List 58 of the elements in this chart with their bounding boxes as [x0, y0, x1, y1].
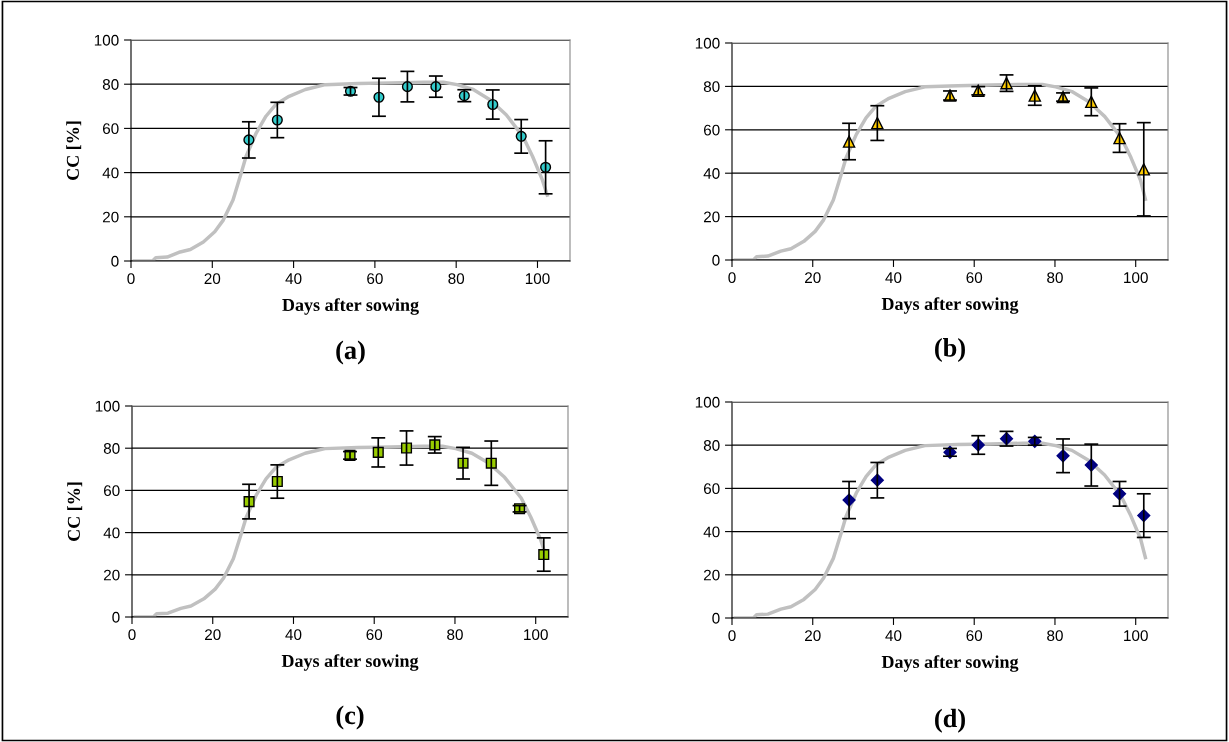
y-tick-label: 20 [703, 211, 720, 223]
y-tick-label: 60 [703, 483, 720, 495]
y-tick-label: 100 [695, 396, 720, 408]
text: (a) [336, 340, 365, 365]
x-axis-title: Days after sowing [881, 297, 1019, 314]
y-tick-label: 80 [102, 79, 119, 90]
x-tick-label: 0 [728, 630, 736, 642]
x-tick-label: 60 [966, 630, 983, 642]
y-tick-label: 60 [102, 123, 119, 135]
x-tick-label: 40 [285, 273, 302, 285]
x-tick-label: 20 [805, 272, 821, 284]
x-tick-label: 80 [1047, 630, 1063, 642]
y-axis-title: CC [%] [67, 482, 83, 541]
x-tick-label: 20 [205, 629, 221, 641]
text: (c) [336, 705, 364, 730]
y-tick-label: 80 [103, 443, 120, 454]
y-tick-label: 0 [712, 612, 720, 624]
x-tick-label: 40 [885, 272, 902, 284]
x-tick-label: 100 [1124, 272, 1148, 284]
x-tick-label: 100 [524, 629, 548, 641]
y-tick-label: 100 [94, 34, 119, 46]
y-tick-label: 20 [103, 569, 120, 581]
y-tick-label: 60 [103, 485, 120, 497]
x-tick-label: 20 [805, 630, 821, 642]
y-tick-label: 20 [703, 569, 720, 581]
x-tick-label: 40 [285, 629, 302, 641]
text: (d) [935, 708, 965, 733]
x-tick-label: 80 [448, 273, 465, 285]
x-axis-title: Days after sowing [881, 655, 1019, 672]
text: (b) [935, 338, 965, 363]
y-tick-label: 80 [703, 440, 720, 451]
y-tick-label: 80 [703, 81, 720, 93]
x-tick-label: 20 [204, 273, 221, 285]
x-tick-label: 80 [1047, 272, 1063, 284]
x-tick-label: 40 [885, 630, 902, 642]
x-tick-label: 60 [366, 629, 383, 641]
y-tick-label: 0 [112, 611, 120, 623]
y-tick-label: 40 [703, 168, 720, 179]
y-tick-label: 100 [695, 37, 720, 49]
y-tick-label: 40 [703, 526, 720, 538]
y-tick-label: 20 [102, 211, 119, 223]
x-tick-label: 60 [367, 273, 383, 285]
x-tick-label: 0 [128, 629, 136, 641]
x-tick-label: 100 [1124, 630, 1148, 642]
y-tick-label: 0 [111, 255, 119, 267]
y-tick-label: 0 [712, 254, 720, 266]
x-tick-label: 80 [447, 629, 463, 641]
y-tick-label: 40 [103, 527, 120, 539]
y-tick-label: 40 [102, 167, 119, 179]
x-axis-title: Days after sowing [282, 298, 419, 315]
y-axis-title: CC [%] [66, 121, 82, 180]
x-tick-label: 60 [966, 272, 983, 284]
x-tick-label: 100 [525, 273, 550, 285]
x-tick-label: 0 [127, 273, 135, 285]
y-tick-label: 60 [703, 124, 720, 136]
x-axis-title: Days after sowing [281, 654, 419, 671]
x-tick-label: 0 [728, 272, 736, 284]
y-tick-label: 100 [95, 400, 120, 412]
